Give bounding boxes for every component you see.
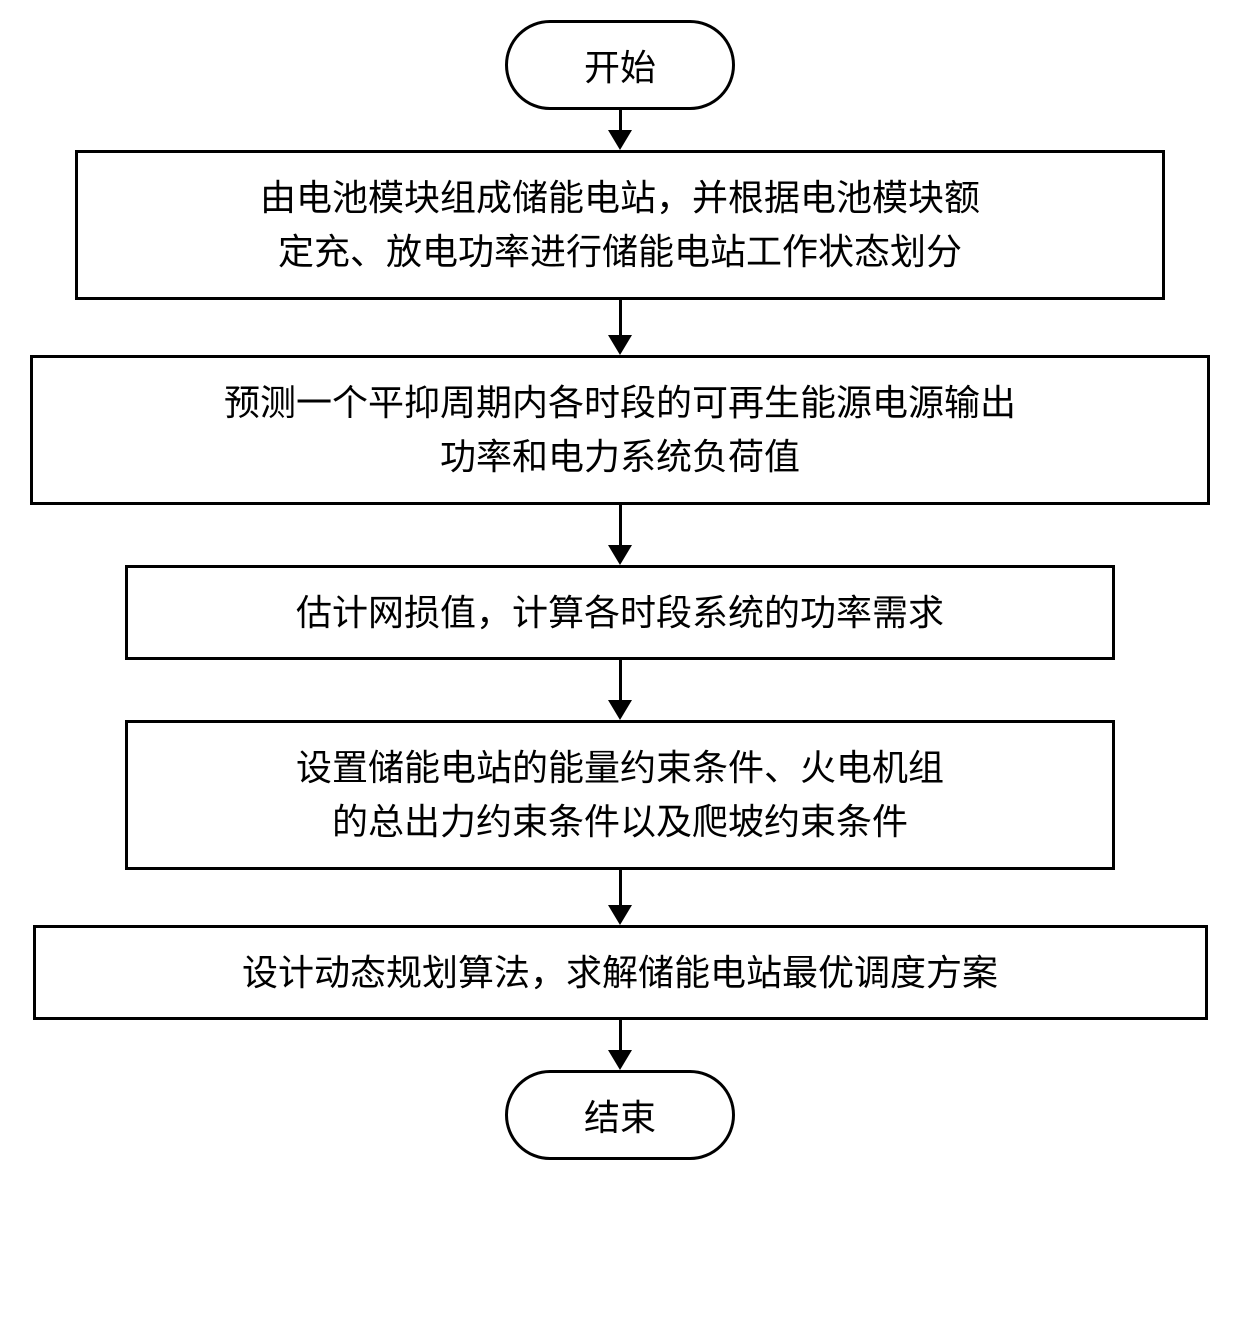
flow-arrow-line <box>619 110 622 130</box>
flow-arrow-line <box>619 660 622 700</box>
flow-arrow-head <box>608 545 632 565</box>
flow-arrow <box>608 505 632 565</box>
flow-arrow-line <box>619 505 622 545</box>
flow-terminal-start: 开始 <box>505 20 735 110</box>
flow-process-5: 设计动态规划算法，求解储能电站最优调度方案 <box>33 925 1208 1020</box>
flow-arrow <box>608 870 632 925</box>
flow-arrow-head <box>608 1050 632 1070</box>
flow-arrow-line <box>619 300 622 335</box>
flow-arrow-head <box>608 335 632 355</box>
flow-arrow <box>608 300 632 355</box>
flow-arrow-head <box>608 130 632 150</box>
flow-process-1: 由电池模块组成储能电站，并根据电池模块额定充、放电功率进行储能电站工作状态划分 <box>75 150 1165 300</box>
flowchart-container: 开始 由电池模块组成储能电站，并根据电池模块额定充、放电功率进行储能电站工作状态… <box>30 20 1210 1160</box>
flow-arrow-line <box>619 1020 622 1050</box>
flow-process-2: 预测一个平抑周期内各时段的可再生能源电源输出功率和电力系统负荷值 <box>30 355 1210 505</box>
flow-process-3: 估计网损值，计算各时段系统的功率需求 <box>125 565 1115 660</box>
flow-arrow-head <box>608 905 632 925</box>
flow-arrow-head <box>608 700 632 720</box>
flow-process-4: 设置储能电站的能量约束条件、火电机组的总出力约束条件以及爬坡约束条件 <box>125 720 1115 870</box>
flow-arrow-line <box>619 870 622 905</box>
flow-terminal-end: 结束 <box>505 1070 735 1160</box>
flow-arrow <box>608 110 632 150</box>
flow-arrow <box>608 1020 632 1070</box>
flow-arrow <box>608 660 632 720</box>
